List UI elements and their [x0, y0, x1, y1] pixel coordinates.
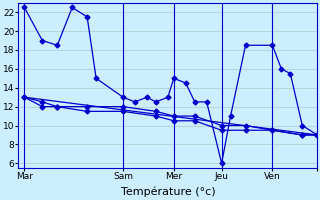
X-axis label: Température (°c): Température (°c): [121, 187, 215, 197]
